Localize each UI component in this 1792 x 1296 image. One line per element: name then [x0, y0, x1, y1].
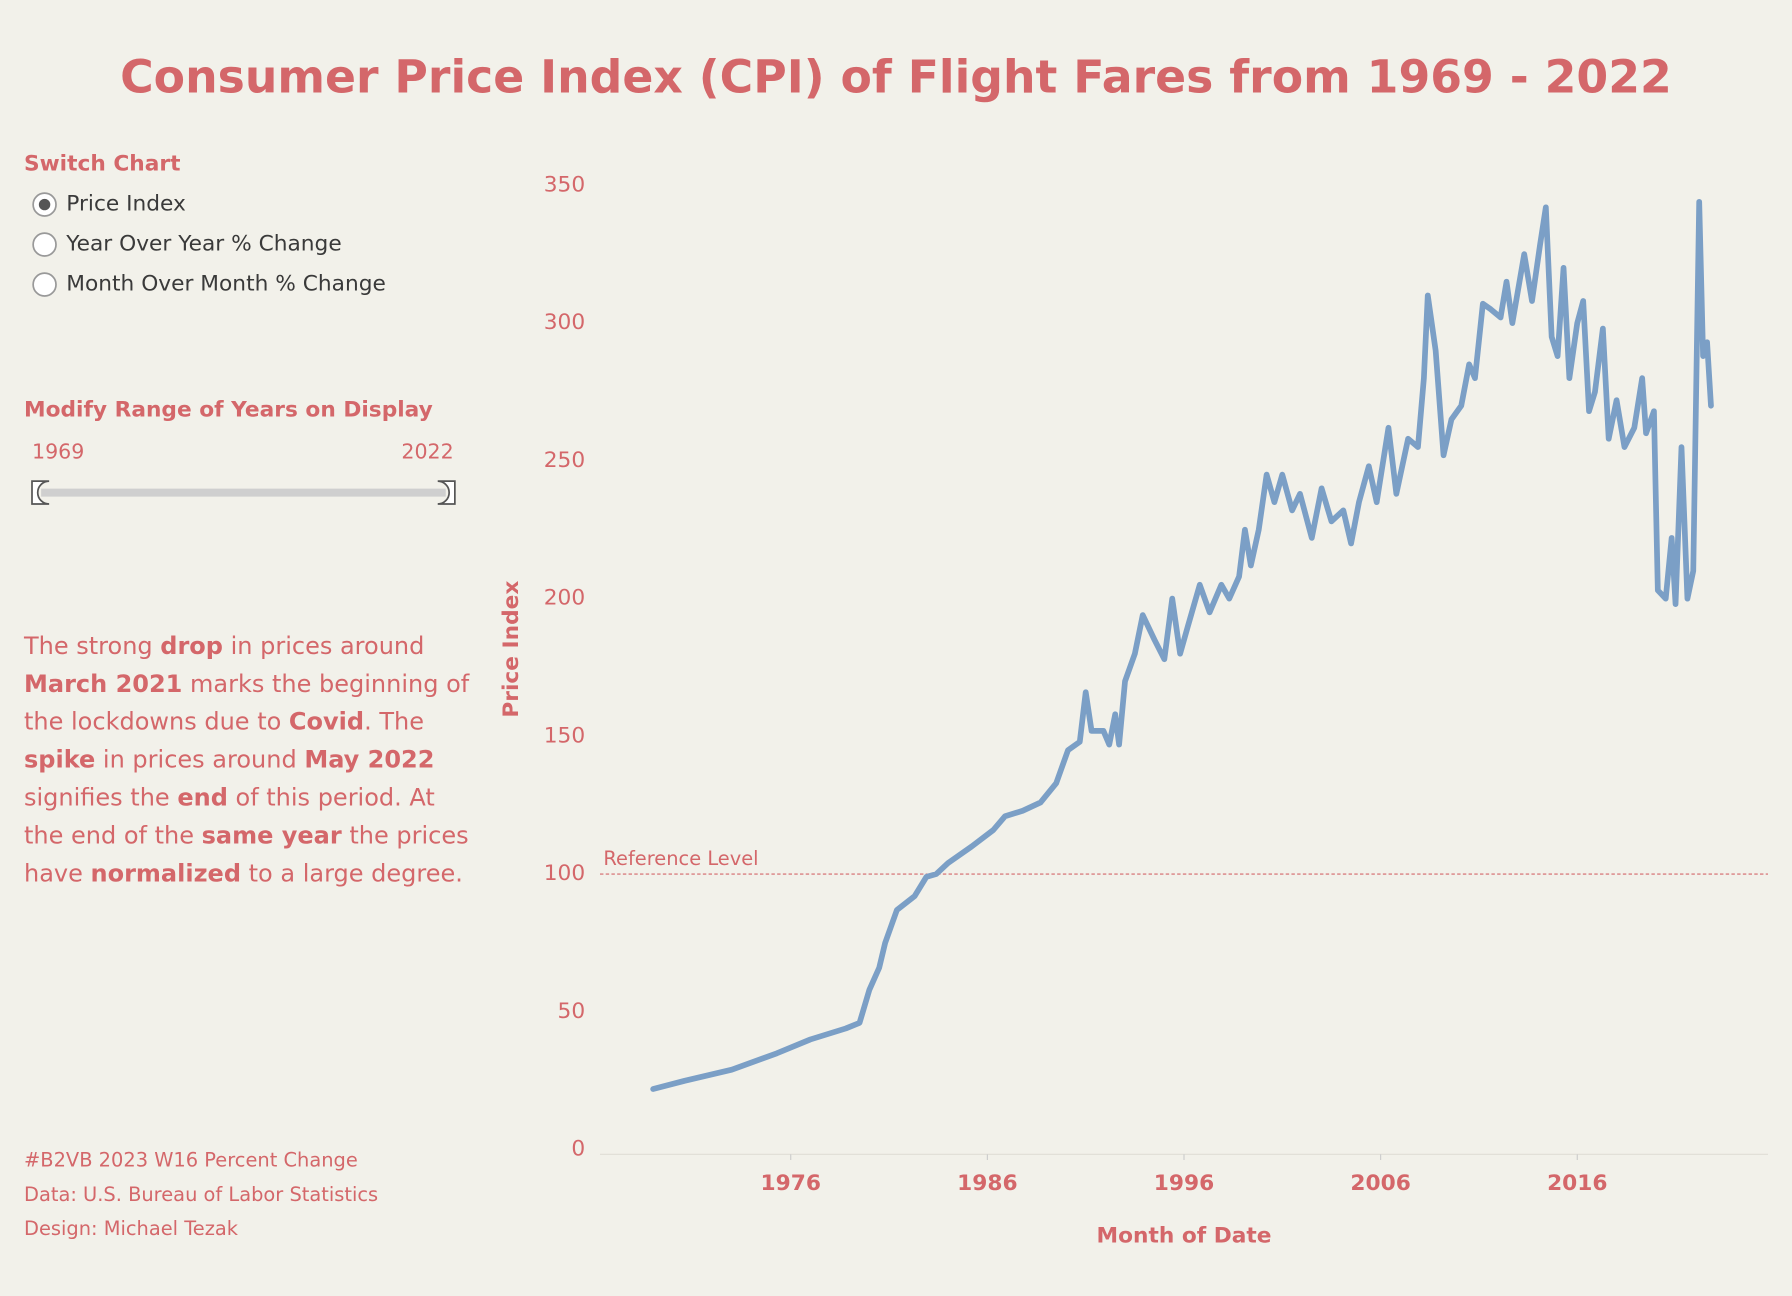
footer-line: Design: Michael Tezak	[24, 1217, 239, 1240]
reference-label: Reference Level	[603, 847, 758, 870]
dashboard-title: Consumer Price Index (CPI) of Flight Far…	[120, 50, 1672, 103]
range-title: Modify Range of Years on Display	[24, 397, 433, 422]
note-line: spike in prices around May 2022	[24, 746, 434, 774]
note-run: spike	[24, 746, 95, 774]
x-tick-label: 1976	[761, 1171, 821, 1196]
note-run: in prices around	[223, 632, 424, 660]
y-tick-label: 150	[544, 723, 585, 748]
radio-label[interactable]: Price Index	[66, 192, 186, 217]
note-run: drop	[160, 632, 223, 660]
footer-line: Data: U.S. Bureau of Labor Statistics	[24, 1183, 378, 1206]
range-handle-min[interactable]	[31, 480, 50, 505]
note-line: have normalized to a large degree.	[24, 860, 463, 888]
note-line: the lockdowns due to Covid. The	[24, 708, 424, 736]
note-run: normalized	[91, 860, 241, 888]
radio-label[interactable]: Year Over Year % Change	[65, 232, 341, 257]
radio-label[interactable]: Month Over Month % Change	[66, 272, 386, 297]
y-tick-label: 250	[544, 448, 585, 473]
note-run: in prices around	[95, 746, 304, 774]
y-tick-label: 50	[558, 999, 586, 1024]
y-tick-label: 350	[544, 172, 585, 197]
switch-title: Switch Chart	[24, 152, 180, 177]
note-run: the prices	[342, 822, 469, 850]
plot: 0 50 100 150 200 250 300 350 1976 1986 1996 2006 201…	[499, 172, 1768, 1249]
note-run: May 2022	[304, 746, 434, 774]
radio-dot[interactable]	[38, 198, 51, 211]
x-tick-label: 2016	[1547, 1171, 1607, 1196]
y-tick-label: 100	[544, 861, 585, 886]
note-run: signifies the	[24, 784, 177, 812]
left-panel: Price Index Year Over Year % Change Month …	[23, 192, 470, 1241]
x-tick-label: 1996	[1154, 1171, 1214, 1196]
y-tick-label: 300	[544, 310, 585, 335]
note-line: the end of the same year the prices	[24, 822, 469, 850]
line-series	[650, 198, 1714, 1092]
note-run: marks the beginning of	[182, 670, 469, 698]
y-axis-title: Price Index	[499, 581, 524, 718]
note-run: The strong	[23, 632, 160, 660]
x-tick-label: 1986	[957, 1171, 1017, 1196]
note-run: have	[24, 860, 91, 888]
radio-button[interactable]	[32, 232, 57, 257]
range-handle-max[interactable]	[437, 480, 456, 505]
range-min-label: 1969	[32, 440, 84, 464]
x-axis-title: Month of Date	[1096, 1224, 1271, 1249]
note-run: of this period. At	[228, 784, 435, 812]
note-line: March 2021 marks the beginning of	[24, 670, 470, 698]
note-run: . The	[364, 708, 424, 736]
note-run: Covid	[289, 708, 364, 736]
note-line: The strong drop in prices around	[23, 632, 424, 660]
note-run: to a large degree.	[241, 860, 463, 888]
note-run: the end of the	[24, 822, 202, 850]
note-run: same year	[202, 822, 342, 850]
note-run: March 2021	[24, 670, 182, 698]
y-tick-label: 0	[571, 1137, 585, 1162]
x-tick-label: 2006	[1350, 1171, 1410, 1196]
radio-button[interactable]	[32, 272, 57, 297]
footer-line: #B2VB 2023 W16 Percent Change	[24, 1149, 358, 1172]
y-tick-label: 200	[544, 586, 585, 611]
note-run: end	[177, 784, 228, 812]
range-max-label: 2022	[401, 440, 453, 464]
note-line: signifies the end of this period. At	[24, 784, 435, 812]
note-run: the lockdowns due to	[24, 708, 289, 736]
